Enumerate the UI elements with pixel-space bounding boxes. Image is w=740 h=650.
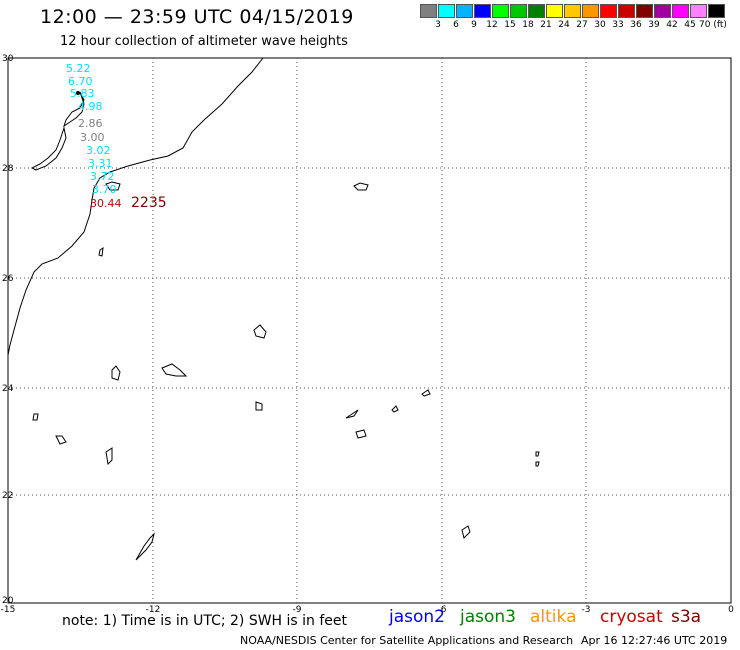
wave-height-label: 3.31 <box>88 157 113 170</box>
legend-swatch <box>708 4 725 18</box>
longitude-tick-labels: -15 -12 -9 -6 -3 0 <box>1 605 734 615</box>
island-small-6 <box>55 435 67 445</box>
latitude-tick: 22 <box>2 491 13 501</box>
island-small-11 <box>391 405 399 413</box>
wave-height-label: 3.00 <box>80 131 105 144</box>
island-small-5 <box>32 413 39 421</box>
satellite-name-altika: altika <box>530 607 577 627</box>
satellite-name-jason2: jason2 <box>389 607 445 627</box>
longitude-tick: -12 <box>146 605 161 615</box>
wave-height-label: 30.44 <box>90 197 122 210</box>
legend-label: 36 <box>630 20 642 30</box>
legend-label: 6 <box>453 20 459 30</box>
credit-line: NOAA/NESDIS Center for Satellite Applica… <box>240 634 574 647</box>
pass-time-label: 2235 <box>131 195 167 211</box>
legend-swatch <box>636 4 653 18</box>
map-subtitle: 12 hour collection of altimeter wave hei… <box>60 34 348 49</box>
legend-swatches <box>420 4 739 18</box>
island-small-4 <box>111 365 121 381</box>
legend-label: 39 <box>648 20 660 30</box>
longitude-tick: -6 <box>438 605 447 615</box>
legend-swatch <box>582 4 599 18</box>
legend-swatch <box>564 4 581 18</box>
island-madeira-like <box>253 324 267 339</box>
legend-swatch <box>618 4 635 18</box>
latitude-tick: 26 <box>2 274 14 284</box>
island-fuerteventura <box>30 126 67 171</box>
map-title: 12:00 — 23:59 UTC 04/15/2019 <box>40 6 354 28</box>
island-small-15 <box>461 525 471 539</box>
legend-swatch <box>492 4 509 18</box>
wave-height-label: 6.70 <box>68 75 93 88</box>
island-elongated <box>161 363 188 377</box>
island-small-9 <box>345 409 359 419</box>
latitude-tick: 30 <box>2 54 14 64</box>
legend-label: 12 <box>486 20 498 30</box>
legend-swatch <box>546 4 563 18</box>
latitude-tick: 20 <box>2 596 14 606</box>
legend-swatch <box>510 4 527 18</box>
wave-height-label: 3.02 <box>86 144 111 157</box>
island-cape-verde-like <box>135 532 155 561</box>
legend-label: 30 <box>594 20 606 30</box>
track-point <box>76 91 80 95</box>
legend-swatch <box>438 4 455 18</box>
legend-label: 18 <box>522 20 534 30</box>
wave-height-label: 5.83 <box>70 87 95 100</box>
island-small-12 <box>421 389 431 397</box>
legend-swatch <box>654 4 671 18</box>
island-small-10 <box>355 429 367 439</box>
wave-height-label: 2.86 <box>78 117 103 130</box>
wave-labels: 5.226.705.834.98 2.863.003.023.313.723.70… <box>66 62 122 210</box>
footer-note: note: 1) Time is in UTC; 2) SWH is in fe… <box>62 613 348 629</box>
african-coastline <box>7 57 264 356</box>
wave-height-label: 3.72 <box>90 170 115 183</box>
legend-label: 21 <box>540 20 552 30</box>
island-small-3 <box>98 246 104 257</box>
legend-label: 24 <box>558 20 570 30</box>
longitude-tick: -9 <box>293 605 302 615</box>
legend-label: 27 <box>576 20 588 30</box>
wave-height-label: 3.70 <box>92 183 117 196</box>
legend-label: 9 <box>471 20 477 30</box>
wave-height-label: 4.98 <box>78 100 103 113</box>
wave-height-label: 5.22 <box>66 62 91 75</box>
satellite-name-jason3: jason3 <box>460 607 516 627</box>
island-small-14 <box>535 461 540 467</box>
legend-swatch <box>474 4 491 18</box>
latitude-tick: 24 <box>2 384 14 394</box>
map-frame <box>7 57 732 604</box>
coastlines <box>7 57 540 561</box>
legend-label: 42 <box>666 20 678 30</box>
satellite-name-cryosat: cryosat <box>600 607 663 627</box>
longitude-tick: -15 <box>1 605 16 615</box>
island-small-7 <box>105 447 113 466</box>
legend-swatch <box>420 4 437 18</box>
legend-label: 33 <box>612 20 624 30</box>
generation-timestamp: Apr 16 12:27:46 UTC 2019 <box>581 634 728 647</box>
island-small-13 <box>535 451 540 457</box>
legend-swatch <box>528 4 545 18</box>
island-small-2 <box>353 182 369 191</box>
island-small-1 <box>105 181 121 191</box>
legend-label: 3 <box>435 20 441 30</box>
legend-swatch <box>456 4 473 18</box>
longitude-tick: -3 <box>582 605 591 615</box>
latitude-tick-labels: 30 28 26 24 22 20 <box>2 54 14 606</box>
legend-label: 70 (ft) <box>699 20 727 30</box>
latitude-tick: 28 <box>2 164 14 174</box>
legend-swatch <box>690 4 707 18</box>
legend-swatch <box>672 4 689 18</box>
color-legend: 3 6 9 12 15 18 21 24 27 30 33 36 39 42 45 70 (ft) <box>420 4 739 30</box>
island-lanzarote <box>63 91 85 128</box>
legend-labels: 3 6 9 12 15 18 21 24 27 30 33 36 39 42 45 70 (ft) <box>420 20 739 30</box>
legend-swatch <box>600 4 617 18</box>
satellite-name-s3a: s3a <box>671 607 702 627</box>
legend-label: 45 <box>684 20 696 30</box>
legend-label: 15 <box>504 20 516 30</box>
island-small-8 <box>255 401 263 411</box>
longitude-tick: 0 <box>728 605 734 615</box>
grid-lines <box>8 58 731 603</box>
